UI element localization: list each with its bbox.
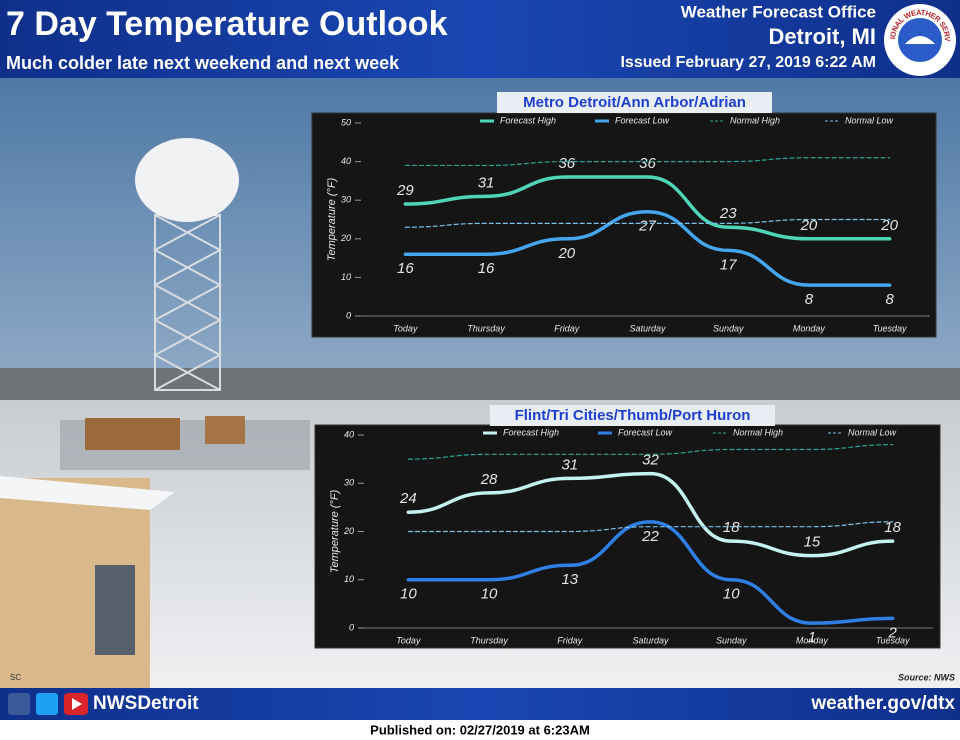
chart: Metro Detroit/Ann Arbor/Adrian Temperatur… (311, 92, 937, 338)
subtitle: Much colder late next weekend and next w… (6, 53, 400, 73)
x-tick-label: Friday (554, 323, 580, 333)
data-label: 8 (885, 291, 894, 308)
normal-line (404, 157, 891, 167)
legend-label: Forecast Low (615, 115, 670, 125)
y-tick-label: 10 (341, 272, 351, 282)
chart-title: Flint/Tri Cities/Thumb/Port Huron (515, 407, 751, 424)
y-axis-label: Temperature (°F) (329, 489, 341, 573)
data-label: 36 (558, 155, 575, 172)
chart-panel (314, 424, 941, 649)
data-label: 18 (723, 519, 740, 536)
data-label: 8 (805, 291, 814, 308)
legend-label: Normal Low (848, 427, 897, 437)
data-label: 29 (396, 182, 414, 199)
website: weather.gov/dtx (810, 693, 955, 714)
data-label: 22 (641, 528, 659, 545)
chart-title-box (497, 92, 772, 113)
legend-label: Forecast Low (618, 427, 673, 437)
normal-line (407, 444, 894, 460)
y-tick-label: 20 (343, 526, 354, 536)
forecast-line (403, 175, 892, 241)
y-tick-label: 30 (344, 478, 354, 488)
published: Published on: 02/27/2019 at 6:23AM (370, 722, 590, 737)
x-tick-label: Tuesday (876, 635, 910, 645)
data-label: 32 (642, 452, 659, 469)
legend-label: Normal Low (845, 115, 894, 125)
data-label: 23 (719, 205, 737, 222)
x-tick-label: Sunday (716, 635, 747, 645)
data-label: 28 (480, 471, 498, 488)
normal-line (404, 218, 891, 228)
x-tick-label: Monday (793, 323, 826, 333)
social-handle: NWSDetroit (93, 693, 199, 714)
forecast-line (403, 210, 892, 287)
data-label: 1 (808, 629, 816, 646)
photo-credit: SC (10, 673, 21, 682)
data-label: 24 (399, 490, 417, 507)
data-label: 20 (557, 245, 575, 262)
location: Detroit, MI (768, 24, 876, 49)
x-tick-label: Thursday (467, 323, 505, 333)
x-tick-label: Saturday (629, 323, 666, 333)
header-band (0, 0, 960, 78)
y-tick-label: 50 (341, 117, 351, 127)
data-label: 10 (400, 586, 417, 603)
data-label: 13 (561, 571, 578, 588)
x-tick-label: Saturday (632, 635, 669, 645)
y-tick-label: 0 (349, 622, 354, 632)
forecast-line (406, 471, 895, 558)
y-tick-label: 0 (346, 310, 351, 320)
x-tick-label: Friday (557, 635, 583, 645)
y-tick-label: 10 (344, 574, 354, 584)
forecast-line (406, 520, 895, 625)
data-label: 16 (397, 260, 414, 277)
office: Weather Forecast Office (681, 2, 876, 21)
data-label: 15 (804, 534, 821, 551)
normal-line (407, 521, 894, 533)
y-axis-label: Temperature (°F) (326, 177, 338, 261)
x-tick-label: Thursday (470, 635, 508, 645)
data-label: 31 (561, 456, 578, 473)
data-label: 2 (887, 624, 897, 641)
source: Source: NWS (898, 672, 955, 682)
x-tick-label: Tuesday (873, 323, 907, 333)
x-tick-label: Today (396, 635, 421, 645)
data-label: 10 (481, 586, 498, 603)
y-tick-label: 20 (340, 233, 351, 243)
data-label: 18 (884, 519, 901, 536)
legend-label: Normal High (730, 115, 780, 125)
data-label: 10 (723, 586, 740, 603)
social-icons (8, 693, 88, 715)
legend-label: Normal High (733, 427, 783, 437)
data-label: 31 (478, 174, 495, 191)
chart-panel (311, 112, 937, 338)
footer-band (0, 688, 960, 720)
chart: Flint/Tri Cities/Thumb/Port Huron Tempera… (314, 405, 941, 649)
x-tick-label: Today (393, 323, 418, 333)
page-title: 7 Day Temperature Outlook (6, 5, 448, 43)
x-tick-label: Sunday (713, 323, 744, 333)
data-label: 36 (639, 155, 656, 172)
y-tick-label: 40 (344, 429, 354, 439)
chart-title-box (490, 405, 775, 426)
legend-label: Forecast High (500, 115, 556, 125)
data-label: 27 (638, 218, 656, 235)
data-label: 17 (720, 256, 737, 273)
legend-label: Forecast High (503, 427, 559, 437)
data-label: 20 (800, 217, 818, 234)
y-tick-label: 30 (341, 195, 351, 205)
y-tick-label: 40 (341, 156, 351, 166)
issued: Issued February 27, 2019 6:22 AM (620, 54, 876, 71)
chart-title: Metro Detroit/Ann Arbor/Adrian (523, 94, 746, 111)
data-label: 20 (880, 217, 898, 234)
x-tick-label: Monday (796, 635, 829, 645)
data-label: 16 (478, 260, 495, 277)
